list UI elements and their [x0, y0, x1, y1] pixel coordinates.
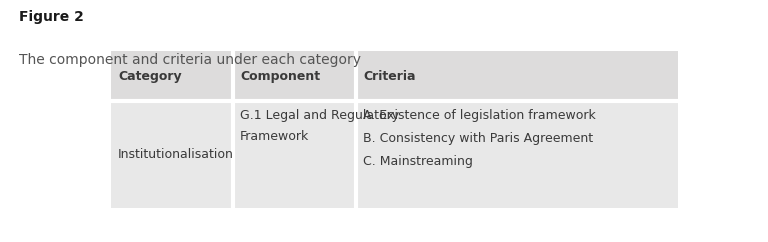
Bar: [111, 51, 678, 101]
Text: A. Existence of legislation framework: A. Existence of legislation framework: [363, 109, 596, 122]
Text: Figure 2: Figure 2: [19, 10, 84, 24]
Text: Criteria: Criteria: [363, 70, 415, 83]
Text: Institutionalisation: Institutionalisation: [118, 148, 234, 161]
Text: C. Mainstreaming: C. Mainstreaming: [363, 155, 473, 168]
Text: G.1 Legal and Regulatory
Framework: G.1 Legal and Regulatory Framework: [240, 109, 399, 143]
Text: B. Consistency with Paris Agreement: B. Consistency with Paris Agreement: [363, 132, 593, 145]
Text: Category: Category: [118, 70, 182, 83]
Bar: [111, 101, 678, 208]
Text: The component and criteria under each category: The component and criteria under each ca…: [19, 53, 361, 67]
Text: Component: Component: [240, 70, 320, 83]
